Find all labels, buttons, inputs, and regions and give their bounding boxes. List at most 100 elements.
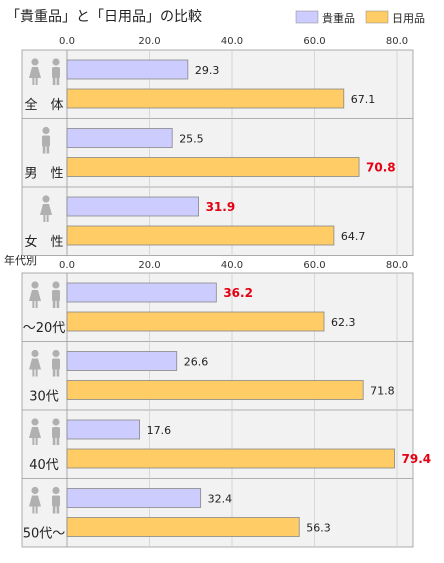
woman-figure-dress: [40, 204, 52, 215]
data-label: 29.3: [195, 64, 220, 77]
bar: [66, 419, 140, 440]
man-and-woman-icon: [29, 418, 60, 445]
bar: [66, 380, 364, 400]
x-tick-label: 80.0: [386, 36, 408, 47]
man-figure-head: [52, 58, 60, 66]
x-tick-label: 40.0: [221, 36, 243, 47]
man-figure-leg: [56, 437, 60, 445]
woman-figure-leg: [35, 301, 38, 308]
woman-figure-dress: [29, 290, 41, 301]
x-tick-label: 0.0: [59, 260, 75, 271]
woman-figure-dress: [29, 358, 41, 370]
man-and-woman-icon: [29, 486, 60, 514]
man-figure-head: [42, 126, 50, 135]
category-label: 40代: [29, 458, 59, 473]
legend: 貴重品 日用品: [295, 10, 425, 25]
woman-figure-leg: [46, 215, 49, 222]
data-label: 31.9: [206, 200, 236, 214]
category-label: 全 体: [24, 97, 63, 113]
man-and-woman-icon: [29, 281, 60, 308]
man-figure-torso: [52, 358, 60, 370]
man-figure-torso: [52, 495, 60, 507]
panel-frame: [21, 49, 414, 256]
man-figure-leg: [52, 77, 56, 85]
woman-figure-head: [31, 349, 39, 358]
plot-area: 0.0 20.0 40.0 60.0 80.0 全 体 29.3 67.1 男 性 25.5 70.…: [21, 36, 431, 548]
man-and-woman-icon: [29, 58, 60, 85]
man-figure-torso: [52, 67, 60, 78]
data-label: 67.1: [351, 93, 376, 106]
man-figure-torso: [52, 290, 60, 301]
woman-figure-leg: [32, 78, 35, 85]
man-figure-leg: [52, 300, 56, 308]
woman-icon: [40, 195, 52, 222]
man-figure-leg: [56, 300, 60, 308]
man-figure-leg: [46, 145, 50, 154]
bar: [66, 351, 178, 371]
woman-figure-head: [31, 486, 39, 495]
man-icon: [42, 126, 50, 154]
legend-label-daily-goods: 日用品: [392, 12, 425, 25]
man-figure-head: [52, 418, 60, 426]
bar: [66, 128, 173, 148]
x-tick-label: 0.0: [59, 36, 75, 47]
man-and-woman-icon: [29, 349, 60, 377]
bar: [66, 225, 335, 246]
man-figure-head: [52, 281, 60, 289]
woman-figure-dress: [29, 67, 41, 78]
data-label: 64.7: [341, 230, 366, 243]
bar: [66, 448, 395, 469]
category-label: 男 性: [24, 167, 63, 182]
man-figure-torso: [42, 135, 50, 147]
legend-swatch-daily-goods: [365, 10, 389, 24]
x-tick-label: 60.0: [303, 36, 325, 47]
chart-panel-2: 0.0 20.0 40.0 60.0 80.0 ～20代 36.2 62.3 30代 26.6 71…: [21, 260, 431, 548]
woman-figure-leg: [35, 78, 38, 85]
bar: [66, 282, 217, 303]
x-tick-label: 80.0: [386, 260, 408, 271]
data-label: 26.6: [184, 356, 209, 369]
woman-figure-leg: [35, 506, 38, 514]
section-label-age: 年代別: [4, 253, 37, 267]
data-label: 25.5: [179, 133, 204, 146]
man-figure-leg: [56, 368, 60, 377]
woman-figure-head: [31, 281, 39, 289]
data-label: 36.2: [223, 286, 253, 300]
man-figure-head: [52, 486, 60, 495]
bar: [66, 88, 345, 109]
legend-label-valuables: 貴重品: [322, 11, 355, 25]
man-figure-leg: [52, 505, 56, 514]
legend-swatch-valuables: [295, 10, 319, 24]
man-figure-leg: [56, 505, 60, 514]
category-label: 女 性: [24, 234, 63, 250]
man-figure-head: [52, 349, 60, 358]
data-label: 17.6: [147, 424, 172, 437]
bar: [66, 196, 199, 217]
woman-figure-leg: [35, 369, 38, 377]
man-figure-leg: [56, 77, 60, 85]
data-label: 56.3: [306, 522, 331, 535]
bar: [66, 488, 202, 508]
x-tick-label: 20.0: [138, 36, 160, 47]
man-figure-leg: [42, 145, 46, 154]
chart-title: 「貴重品」と「日用品」の比較: [6, 9, 202, 25]
category-label: ～20代: [23, 321, 66, 336]
data-label: 70.8: [366, 161, 396, 175]
man-figure-torso: [52, 427, 60, 438]
data-label: 62.3: [331, 316, 356, 329]
man-figure-leg: [52, 437, 56, 445]
data-label: 71.8: [370, 385, 395, 398]
bar: [66, 311, 325, 332]
man-figure-leg: [52, 368, 56, 377]
woman-figure-head: [42, 195, 50, 203]
chart-panel-1: 0.0 20.0 40.0 60.0 80.0 全 体 29.3 67.1 男 性 25.5 70.…: [21, 36, 414, 256]
woman-figure-dress: [29, 427, 41, 438]
woman-figure-leg: [32, 301, 35, 308]
data-label: 32.4: [208, 493, 233, 506]
x-tick-label: 60.0: [303, 260, 325, 271]
woman-figure-leg: [32, 369, 35, 377]
x-tick-label: 20.0: [138, 260, 160, 271]
category-label: 30代: [29, 390, 59, 405]
